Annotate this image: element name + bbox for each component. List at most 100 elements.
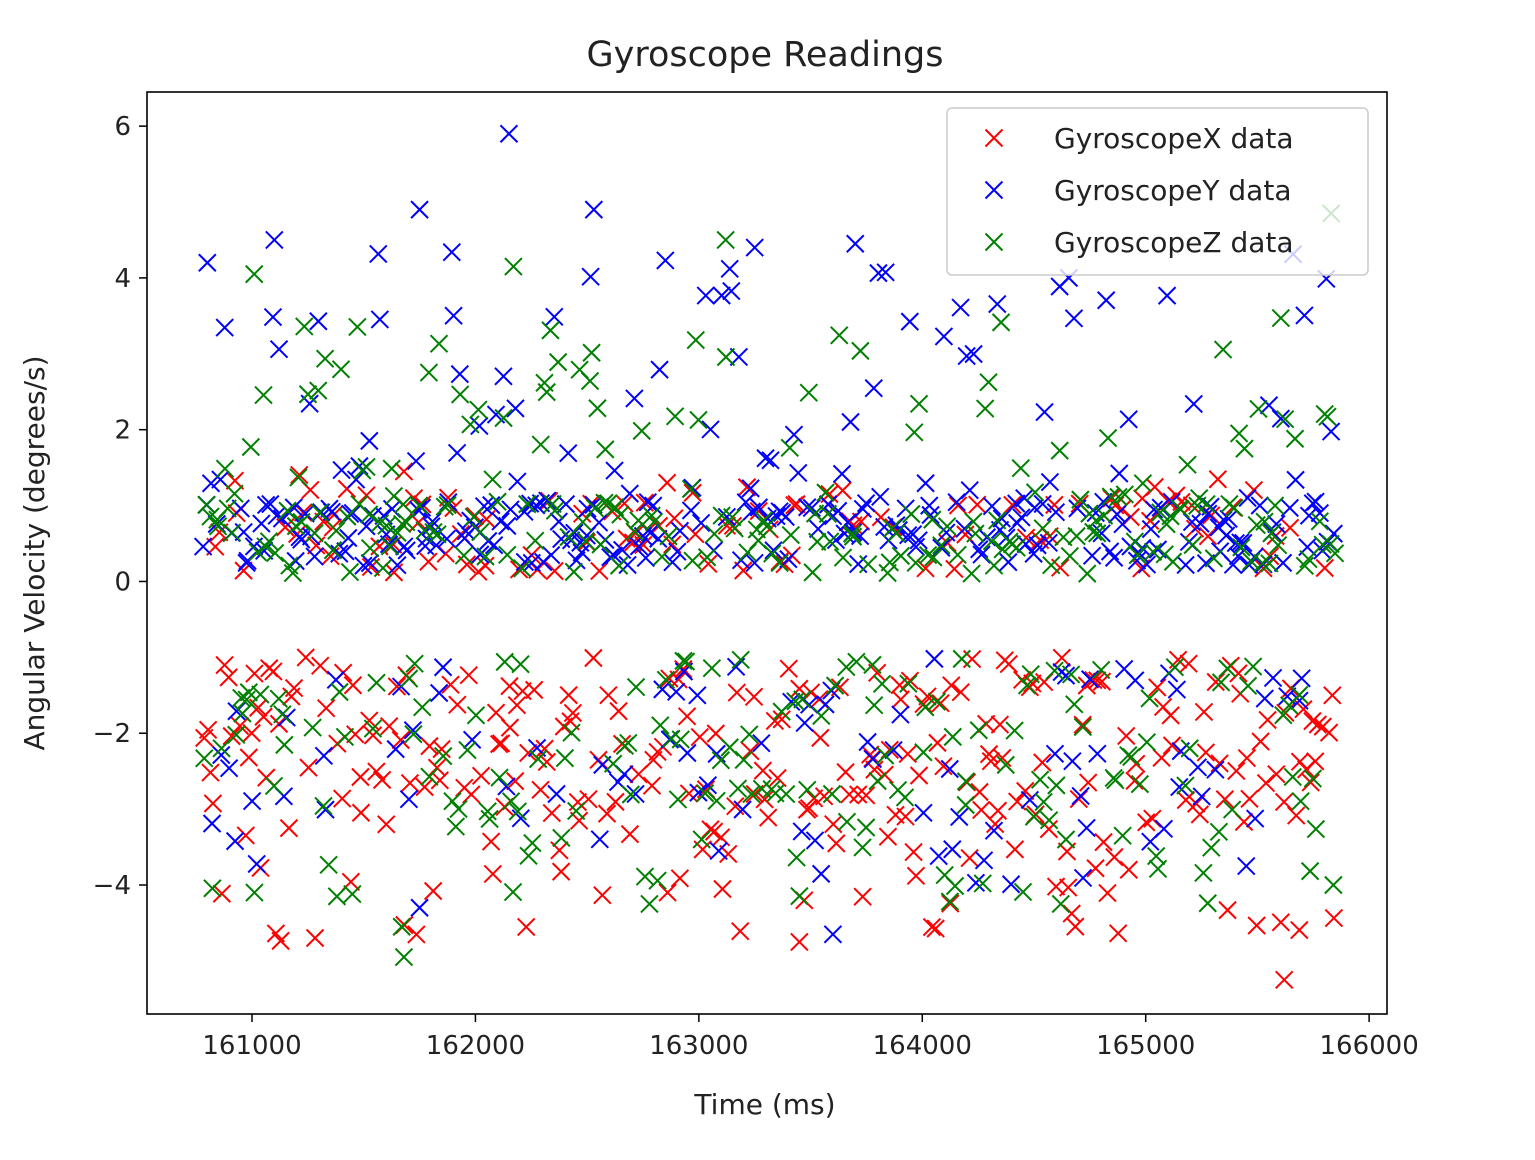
scatter-point (399, 669, 419, 688)
scatter-point (1117, 726, 1136, 746)
scatter-point (1109, 487, 1128, 507)
scatter-point (581, 267, 600, 286)
scatter-point (884, 740, 903, 760)
scatter-point (974, 851, 994, 870)
scatter-point (626, 677, 646, 697)
scatter-point (943, 840, 962, 859)
scatter-point (745, 238, 764, 257)
scatter-point (1300, 861, 1320, 881)
scatter-point (259, 532, 279, 551)
scatter-point (526, 531, 545, 550)
scatter-point (1096, 291, 1116, 310)
scatter-point (717, 507, 737, 527)
scatter-point (642, 776, 662, 795)
scatter-point (620, 484, 639, 503)
scatter-point (237, 690, 256, 709)
scatter-point (372, 770, 392, 790)
scatter-point (604, 546, 623, 565)
scatter-point (503, 882, 523, 902)
scatter-point (1077, 818, 1096, 838)
legend-marker (984, 128, 1004, 148)
scatter-point (799, 383, 819, 402)
scatter-point (494, 408, 513, 428)
scatter-point (1274, 705, 1293, 725)
scatter-point (387, 677, 407, 696)
scatter-point (979, 744, 999, 764)
scatter-point (689, 783, 708, 802)
scatter-point (1184, 394, 1203, 414)
scatter-point (1087, 524, 1107, 543)
scatter-point (956, 795, 975, 815)
scatter-point (916, 474, 935, 493)
scatter-point (787, 494, 806, 514)
scatter-point (201, 763, 220, 782)
scatter-point (818, 504, 838, 524)
scatter-point (247, 854, 266, 874)
scatter-point (868, 771, 887, 791)
scatter-point (1218, 659, 1237, 678)
scatter-point (469, 400, 488, 419)
scatter-point (446, 817, 466, 836)
scatter-point (1249, 399, 1268, 419)
scatter-point (1244, 480, 1264, 500)
scatter-point (283, 563, 303, 583)
scatter-point (927, 692, 947, 711)
scatter-point (494, 367, 513, 386)
scatter-point (1260, 554, 1279, 573)
scatter-point (339, 528, 358, 548)
scatter-point (1012, 508, 1031, 527)
scatter-point (438, 495, 457, 515)
scatter-point (1271, 308, 1291, 328)
scatter-point (1119, 410, 1138, 429)
scatter-point (648, 871, 667, 890)
scatter-point (690, 727, 709, 747)
scatter-point (779, 659, 798, 678)
plot-frame (146, 91, 1388, 1015)
scatter-point (1066, 917, 1085, 936)
y-axis-ticks: −4 −2 0 2 4 6 (93, 112, 147, 901)
scatter-point (1323, 686, 1342, 705)
scatter-point (880, 553, 899, 572)
scatter-point (551, 862, 571, 881)
scatter-point (1067, 526, 1086, 546)
scatter-point (1275, 409, 1295, 429)
scatter-point (1094, 832, 1113, 852)
scatter-point (1104, 548, 1124, 567)
scatter-point (982, 531, 1002, 551)
scatter-point (584, 495, 603, 514)
scatter-point (1318, 407, 1337, 426)
scatter-point (405, 654, 424, 673)
scatter-point (1064, 309, 1084, 328)
scatter-point (858, 732, 877, 752)
scatter-point (524, 680, 544, 700)
scatter-point (1039, 810, 1059, 830)
scatter-point (548, 352, 568, 372)
scatter-point (833, 548, 853, 567)
scatter-point (969, 721, 988, 740)
scatter-point (386, 739, 405, 759)
scatter-point (1167, 680, 1187, 699)
scatter-point (942, 676, 961, 695)
scatter-point (635, 867, 655, 886)
scatter-point (952, 649, 971, 669)
scatter-point (566, 801, 586, 821)
legend-label: GyroscopeX data (1054, 122, 1294, 155)
scatter-point (1033, 494, 1052, 514)
scatter-point (916, 698, 935, 717)
scatter-point (670, 521, 690, 541)
scatter-point (960, 480, 979, 500)
scatter-point (278, 501, 297, 520)
scatter-point (1013, 882, 1033, 902)
scatter-point (640, 894, 659, 914)
scatter-point (290, 465, 309, 485)
scatter-point (620, 824, 640, 844)
scatter-point (1222, 800, 1242, 819)
scatter-point (518, 494, 537, 514)
scatter-point (663, 553, 682, 572)
scatter-point (1040, 472, 1060, 492)
scatter-point (370, 310, 390, 329)
scatter-point (749, 498, 769, 517)
scatter-point (513, 559, 532, 578)
scatter-point (420, 767, 439, 786)
scatter-point (899, 674, 918, 693)
